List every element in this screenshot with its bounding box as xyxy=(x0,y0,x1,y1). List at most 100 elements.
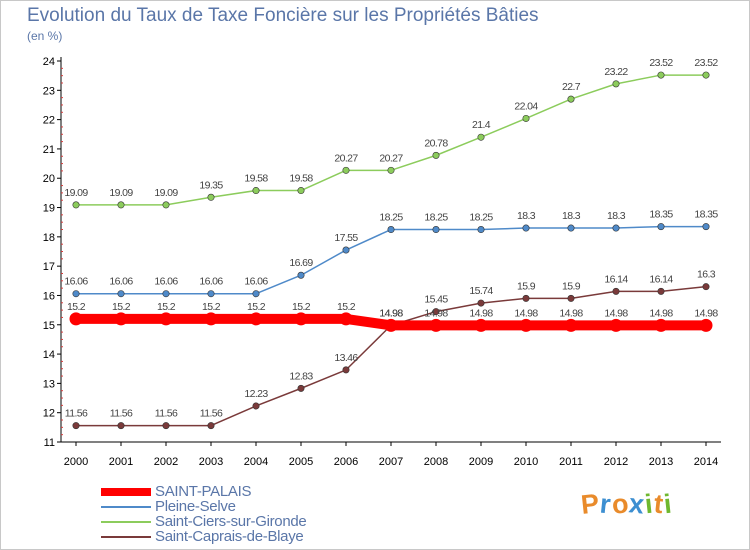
series-point xyxy=(117,290,125,298)
series-point xyxy=(564,318,578,332)
x-tick-label: 2004 xyxy=(244,456,268,468)
series-point xyxy=(522,294,530,302)
legend-swatch xyxy=(101,488,151,496)
series-point xyxy=(117,422,125,430)
series-point xyxy=(204,312,218,326)
series-point xyxy=(432,151,440,159)
series-point xyxy=(657,71,665,79)
data-label: 14.98 xyxy=(604,307,628,319)
series-point xyxy=(654,318,668,332)
data-label: 15.9 xyxy=(517,280,536,292)
series-point xyxy=(207,290,215,298)
data-label: 16.06 xyxy=(109,276,133,288)
y-tick-label: 13 xyxy=(43,378,55,390)
legend-swatch xyxy=(101,536,151,538)
data-label: 18.3 xyxy=(607,210,626,222)
series-point xyxy=(432,308,440,316)
series-point xyxy=(159,312,173,326)
series-point xyxy=(432,226,440,234)
x-tick-label: 2001 xyxy=(109,456,133,468)
data-label: 14.98 xyxy=(649,307,673,319)
x-tick-label: 2014 xyxy=(694,456,718,468)
data-label: 18.25 xyxy=(424,212,448,224)
series-point xyxy=(207,193,215,201)
series-point xyxy=(162,201,170,209)
series-point xyxy=(474,318,488,332)
series-point xyxy=(162,290,170,298)
data-label: 15.2 xyxy=(67,301,86,313)
data-label: 15.2 xyxy=(292,301,311,313)
series-point xyxy=(297,271,305,279)
series-point xyxy=(702,71,710,79)
data-label: 14.98 xyxy=(694,307,718,319)
data-label: 20.27 xyxy=(379,152,403,164)
series-point xyxy=(297,384,305,392)
y-tick-label: 12 xyxy=(43,408,55,420)
series-point xyxy=(69,312,83,326)
proxiti-logo: Proxiti xyxy=(579,488,674,520)
data-label: 18.35 xyxy=(649,209,673,221)
y-tick-label: 18 xyxy=(43,232,55,244)
chart-title: Evolution du Taux de Taxe Foncière sur l… xyxy=(27,5,539,26)
data-label: 14.98 xyxy=(514,307,538,319)
data-label: 14.98 xyxy=(379,307,403,319)
x-tick-label: 2006 xyxy=(334,456,358,468)
series-point xyxy=(699,318,713,332)
data-label: 20.78 xyxy=(424,137,448,149)
data-label: 16.06 xyxy=(64,276,88,288)
data-label: 23.52 xyxy=(649,57,673,69)
series-point xyxy=(702,283,710,291)
series-point xyxy=(114,312,128,326)
data-label: 11.56 xyxy=(155,408,178,420)
series-point xyxy=(162,422,170,430)
series-point xyxy=(72,422,80,430)
data-label: 19.35 xyxy=(199,179,223,191)
data-labels: 15.2 15.2 15.2 15.2 15.2 15.2 15.2 14.98 14.98 14… xyxy=(64,57,719,420)
data-label: 22.7 xyxy=(562,81,581,93)
series-point xyxy=(522,114,530,122)
y-tick-label: 17 xyxy=(43,261,55,273)
data-label: 12.83 xyxy=(289,370,313,382)
series-point xyxy=(567,224,575,232)
legend-label: Pleine-Selve xyxy=(155,498,236,515)
data-label: 19.09 xyxy=(109,187,133,199)
series-point xyxy=(477,226,485,234)
series-point xyxy=(702,223,710,231)
x-tick-label: 2012 xyxy=(604,456,628,468)
data-label: 18.25 xyxy=(379,212,403,224)
series-point xyxy=(522,224,530,232)
data-label: 12.23 xyxy=(244,388,268,400)
data-label: 14.98 xyxy=(559,307,583,319)
x-tick-label: 2007 xyxy=(379,456,403,468)
series-point xyxy=(252,187,260,195)
series-point xyxy=(339,312,353,326)
y-tick-label: 19 xyxy=(43,203,55,215)
series-point xyxy=(612,80,620,88)
y-tick-label: 20 xyxy=(43,173,55,185)
data-label: 14.98 xyxy=(424,307,448,319)
data-label: 19.58 xyxy=(289,173,313,185)
series-point xyxy=(72,290,80,298)
series-point xyxy=(294,312,308,326)
data-label: 15.2 xyxy=(202,301,221,313)
data-label: 15.2 xyxy=(157,301,176,313)
series-point xyxy=(117,201,125,209)
data-label: 19.58 xyxy=(244,173,268,185)
series-point xyxy=(342,166,350,174)
data-label: 11.56 xyxy=(110,408,133,420)
data-label: 20.27 xyxy=(334,152,358,164)
y-tick-label: 14 xyxy=(43,349,55,361)
logo-letter: i xyxy=(661,488,674,520)
x-tick-label: 2013 xyxy=(649,456,673,468)
series-line-2 xyxy=(76,74,706,206)
series-point xyxy=(567,95,575,103)
series-point xyxy=(384,318,398,332)
data-label: 22.04 xyxy=(514,100,538,112)
x-tick-label: 2010 xyxy=(514,456,538,468)
data-label: 14.98 xyxy=(469,307,493,319)
axes: 11 12 13 14 15 16 17 18 19 20 21 22 23 24 2000 2001 2002… xyxy=(43,56,721,468)
data-label: 15.2 xyxy=(337,301,356,313)
data-label: 19.09 xyxy=(154,187,178,199)
